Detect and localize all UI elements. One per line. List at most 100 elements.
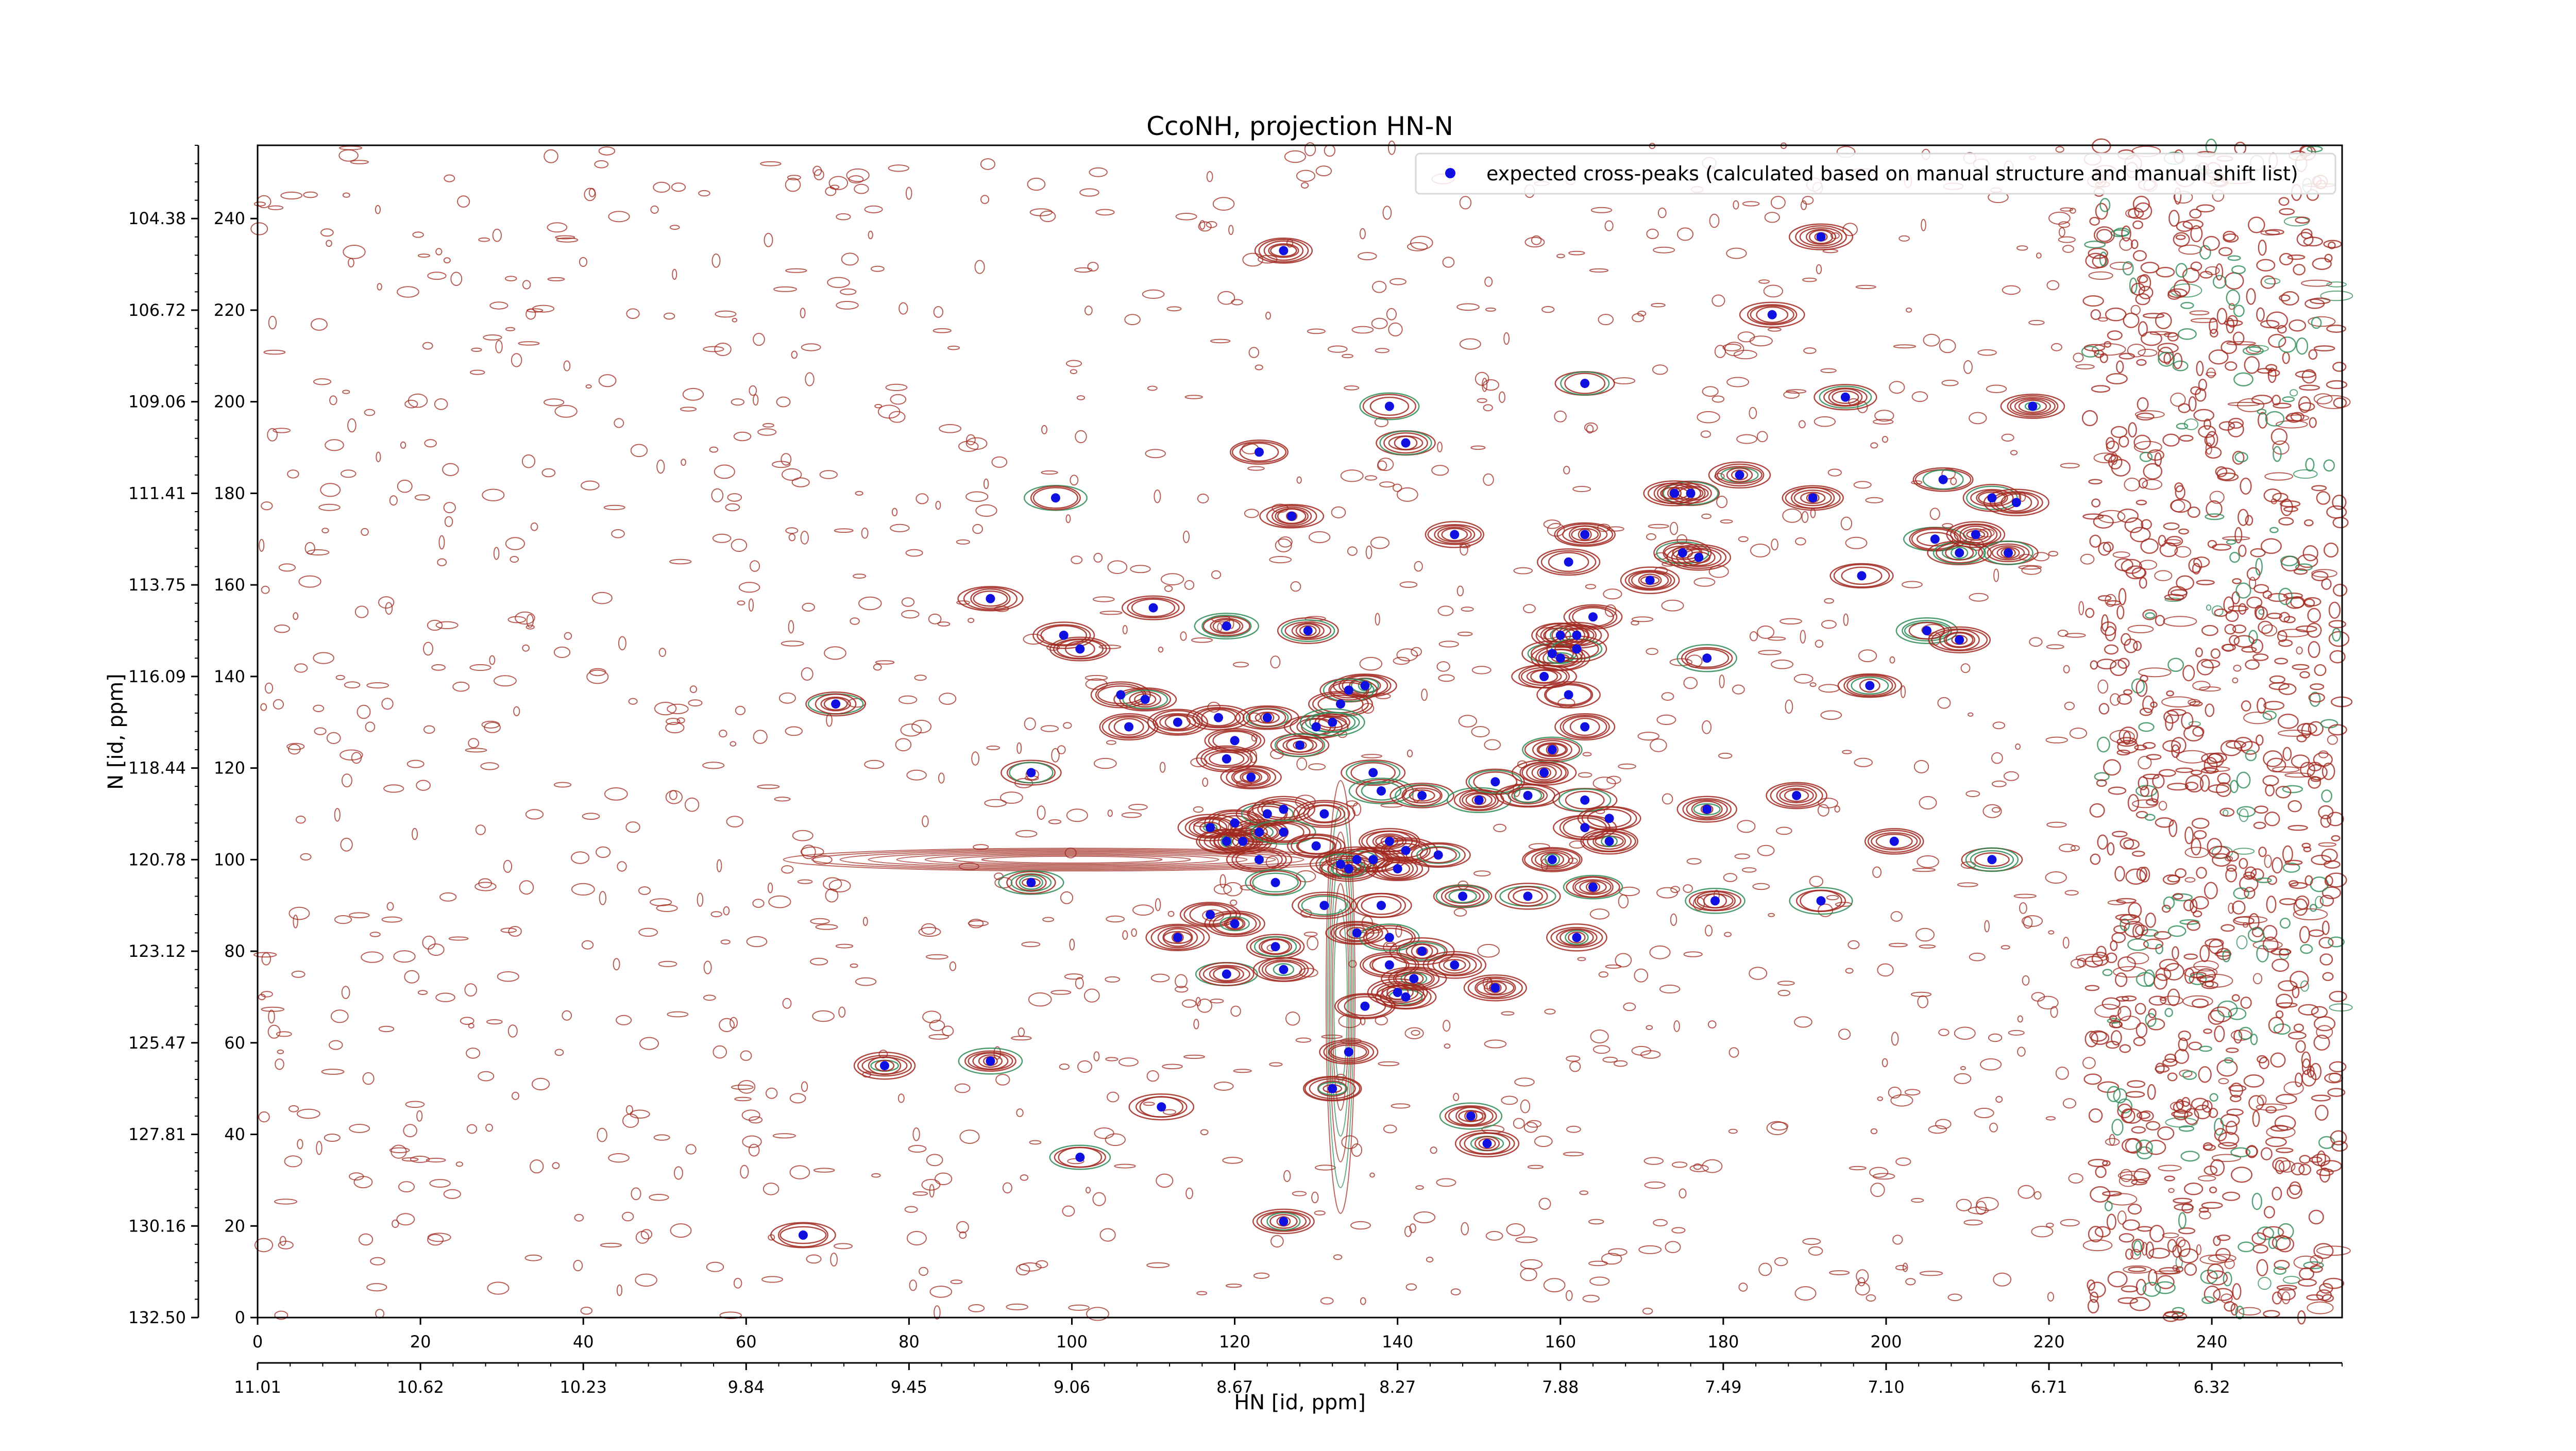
noise-contour xyxy=(1212,197,1235,211)
noise-contour xyxy=(2098,317,2108,322)
noise-contour xyxy=(465,748,487,753)
noise-contour xyxy=(2198,1066,2212,1083)
noise-contour xyxy=(2019,902,2027,914)
noise-contour xyxy=(1718,752,1733,759)
noise-contour xyxy=(2155,1065,2170,1073)
peak-contour xyxy=(1030,485,1081,511)
cross-peak-point xyxy=(1206,910,1215,919)
noise-contour xyxy=(2319,895,2334,907)
noise-contour xyxy=(2098,542,2111,556)
noise-contour xyxy=(598,374,617,387)
peak-contour xyxy=(1369,396,1410,416)
noise-contour xyxy=(2154,570,2173,581)
noise-contour xyxy=(1092,1192,1106,1206)
noise-contour xyxy=(2058,227,2065,238)
peak-contour xyxy=(1560,929,1594,946)
noise-contour xyxy=(1311,1191,1319,1204)
noise-contour xyxy=(522,644,530,652)
noise-contour xyxy=(2082,513,2104,520)
peak-contour xyxy=(1256,1211,1311,1232)
peak-contour xyxy=(1380,836,1399,847)
noise-contour xyxy=(725,503,740,512)
noise-contour xyxy=(1820,710,1842,720)
noise-contour xyxy=(2208,349,2229,365)
noise-contour xyxy=(2308,316,2336,327)
cross-peak-point xyxy=(1580,823,1590,833)
noise-contour xyxy=(719,1311,742,1319)
noise-contour xyxy=(2257,409,2267,415)
noise-contour xyxy=(1582,1294,1600,1303)
noise-contour xyxy=(2191,1098,2209,1110)
noise-contour xyxy=(1726,377,1750,387)
noise-contour xyxy=(1598,971,1609,978)
cross-peak-point xyxy=(986,1056,995,1066)
peak-contour xyxy=(1196,745,1258,772)
noise-contour xyxy=(2270,1052,2286,1068)
noise-contour xyxy=(1579,1190,1589,1195)
noise-contour xyxy=(1414,561,1423,572)
noise-contour xyxy=(1842,223,1858,237)
noise-contour xyxy=(669,225,680,230)
noise-contour xyxy=(2287,1031,2307,1040)
noise-contour xyxy=(2119,352,2136,360)
cross-peak-point xyxy=(1564,690,1573,700)
peak-contour xyxy=(1434,525,1476,544)
noise-contour xyxy=(2277,1223,2294,1240)
noise-contour xyxy=(2236,771,2251,789)
noise-contour xyxy=(1296,170,1316,182)
noise-contour xyxy=(385,602,393,615)
peak-contour xyxy=(1546,923,1607,952)
noise-contour xyxy=(2328,241,2336,249)
noise-contour xyxy=(965,491,989,502)
noise-contour xyxy=(2204,434,2215,447)
cross-peak-point xyxy=(1311,722,1321,732)
noise-contour xyxy=(2190,769,2202,775)
noise-contour xyxy=(1062,1205,1075,1217)
x-ppm-tick-label: 10.23 xyxy=(560,1377,607,1397)
noise-contour xyxy=(320,483,341,497)
noise-contour xyxy=(2246,596,2263,609)
noise-contour xyxy=(362,1072,375,1085)
peak-contour xyxy=(1266,505,1317,528)
noise-contour xyxy=(2088,1108,2103,1123)
noise-contour xyxy=(2180,301,2194,309)
cross-peak-point xyxy=(1026,878,1036,887)
noise-contour xyxy=(2194,1104,2211,1120)
peak-contour xyxy=(1445,1105,1497,1127)
peak-contour xyxy=(1687,551,1711,564)
peak-contour xyxy=(1389,783,1454,808)
noise-contour xyxy=(2199,774,2210,792)
noise-contour xyxy=(1475,372,1489,386)
noise-contour xyxy=(1458,715,1478,728)
noise-contour xyxy=(812,855,833,865)
noise-contour xyxy=(2248,913,2260,931)
noise-contour xyxy=(2277,714,2299,729)
noise-contour xyxy=(526,625,535,630)
cross-peak-point xyxy=(1368,768,1378,778)
noise-contour xyxy=(2295,625,2317,633)
noise-contour xyxy=(1075,430,1087,444)
noise-contour xyxy=(2273,1023,2291,1035)
noise-contour xyxy=(1477,398,1487,403)
noise-contour xyxy=(1231,299,1243,306)
noise-contour xyxy=(2047,1292,2054,1302)
peak-contour xyxy=(1532,740,1572,760)
noise-contour xyxy=(734,1096,752,1102)
noise-contour xyxy=(571,851,590,864)
noise-contour xyxy=(295,815,306,824)
noise-contour xyxy=(2176,1237,2186,1247)
noise-contour xyxy=(741,1109,760,1121)
noise-contour xyxy=(365,721,376,732)
noise-contour xyxy=(2218,421,2235,431)
noise-contour xyxy=(2181,1096,2191,1107)
noise-contour xyxy=(268,205,284,210)
noise-contour xyxy=(2321,886,2342,900)
noise-contour xyxy=(2001,433,2014,442)
noise-contour xyxy=(800,846,824,857)
peak-contour xyxy=(1049,636,1111,662)
noise-contour xyxy=(954,1083,971,1093)
noise-contour xyxy=(2296,646,2303,655)
noise-contour xyxy=(1050,990,1072,995)
noise-contour xyxy=(504,276,517,281)
noise-contour xyxy=(669,559,692,565)
